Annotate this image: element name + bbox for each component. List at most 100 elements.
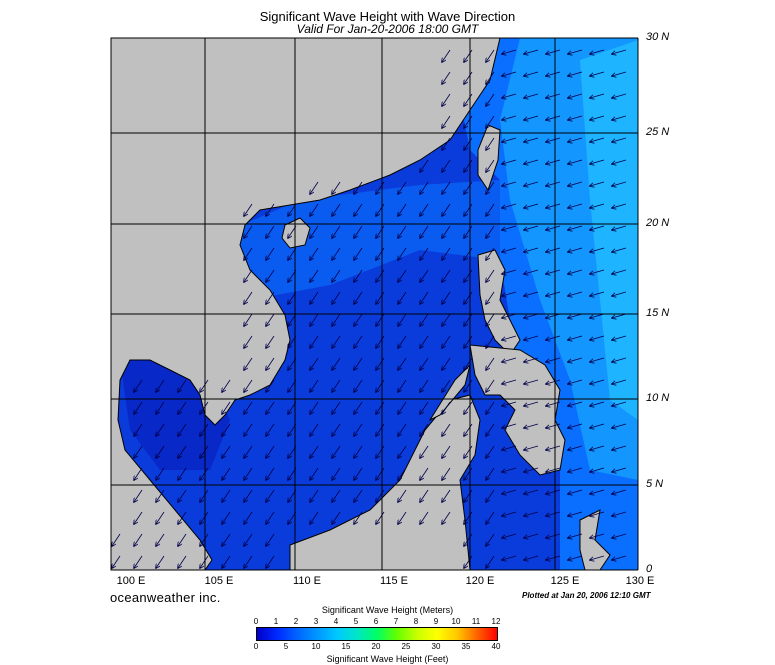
wave-direction-arrow	[546, 511, 561, 516]
wave-direction-arrow	[524, 555, 539, 560]
lat-label-20n: 20 N	[646, 217, 670, 229]
wave-direction-arrow	[266, 467, 275, 480]
lat-label-30n: 30 N	[646, 31, 670, 43]
wave-direction-arrow	[612, 335, 627, 340]
wave-direction-arrow	[398, 423, 407, 436]
wave-direction-arrow	[464, 335, 473, 348]
wave-direction-arrow	[568, 247, 583, 252]
wave-direction-arrow	[376, 357, 385, 370]
wave-direction-arrow	[420, 335, 429, 348]
wave-direction-arrow	[398, 357, 407, 370]
wave-direction-arrow	[134, 445, 143, 458]
wave-direction-arrow	[524, 313, 539, 318]
wave-direction-arrow	[546, 533, 561, 538]
land-borneo	[289, 394, 481, 571]
lat-label-10n: 10 N	[646, 392, 670, 404]
wave-direction-arrow	[442, 115, 451, 128]
wave-direction-arrow	[376, 379, 385, 392]
colorbar-meter-tick: 12	[491, 617, 501, 626]
wave-direction-arrow	[354, 247, 363, 260]
wave-direction-arrow	[376, 511, 385, 524]
wave-direction-arrow	[590, 159, 605, 164]
wave-direction-arrow	[546, 489, 561, 494]
wave-direction-arrow	[568, 115, 583, 120]
wave-direction-arrow	[398, 203, 407, 216]
wave-direction-arrow	[486, 423, 495, 436]
wave-direction-arrow	[398, 335, 407, 348]
lat-label-15n: 15 N	[646, 307, 670, 319]
colorbar-meter-tick: 0	[253, 617, 259, 626]
wave-direction-arrow	[568, 93, 583, 98]
wave-direction-arrow	[502, 467, 517, 472]
wave-direction-arrow	[420, 401, 429, 414]
colorbar-meter-tick: 3	[313, 617, 319, 626]
wave-direction-arrow	[244, 357, 253, 370]
wave-direction-arrow	[178, 445, 187, 458]
wave-direction-arrow	[222, 423, 231, 436]
wave-direction-arrow	[590, 247, 605, 252]
wave-direction-arrow	[464, 203, 473, 216]
wave-direction-arrow	[244, 533, 253, 546]
wave-direction-arrow	[244, 269, 253, 282]
wave-direction-arrow	[546, 379, 561, 384]
wave-direction-arrow	[502, 313, 517, 318]
wave-direction-arrow	[376, 489, 385, 502]
wave-direction-arrow	[486, 71, 495, 84]
wave-direction-arrow	[486, 247, 495, 260]
wave-direction-arrow	[420, 225, 429, 238]
wave-direction-arrow	[502, 137, 517, 142]
wave-direction-arrow	[420, 313, 429, 326]
wave-direction-arrow	[524, 269, 539, 274]
wave-direction-arrow	[502, 181, 517, 186]
wave-direction-arrow	[568, 445, 583, 450]
wave-direction-arrow	[156, 489, 165, 502]
wave-direction-arrow	[178, 467, 187, 480]
wave-direction-arrow	[332, 445, 341, 458]
wave-direction-arrow	[420, 247, 429, 260]
wave-direction-arrow	[200, 533, 209, 546]
wave-direction-arrow	[524, 357, 539, 362]
wave-direction-arrow	[222, 401, 231, 414]
wave-direction-arrow	[442, 379, 451, 392]
wave-direction-arrow	[568, 49, 583, 54]
wave-direction-arrow	[612, 533, 627, 538]
wave-direction-arrow	[332, 291, 341, 304]
wave-direction-arrow	[464, 533, 473, 546]
wave-direction-arrow	[464, 313, 473, 326]
wave-direction-arrow	[310, 467, 319, 480]
wave-direction-arrow	[134, 379, 143, 392]
wave-direction-arrow	[502, 115, 517, 120]
wave-direction-arrow	[502, 71, 517, 76]
wave-direction-arrow	[464, 423, 473, 436]
wave-direction-arrow	[524, 423, 539, 428]
wave-direction-arrow	[354, 225, 363, 238]
wave-direction-arrow	[244, 467, 253, 480]
wave-direction-arrow	[442, 313, 451, 326]
wave-direction-arrow	[332, 357, 341, 370]
wave-direction-arrow	[244, 225, 253, 238]
wave-direction-arrow	[502, 335, 517, 340]
wave-direction-arrow	[590, 181, 605, 186]
colorbar-feet-tick: 20	[371, 642, 381, 651]
wave-direction-arrow	[376, 467, 385, 480]
wave-direction-arrow	[524, 533, 539, 538]
wave-direction-arrow	[376, 269, 385, 282]
wave-direction-arrow	[568, 423, 583, 428]
wave-direction-arrow	[590, 357, 605, 362]
wave-direction-arrow	[502, 247, 517, 252]
lat-label-0: 0	[646, 563, 653, 575]
wave-direction-arrow	[612, 555, 627, 560]
wave-direction-arrow	[222, 445, 231, 458]
wave-direction-arrow	[464, 511, 473, 524]
wave-direction-arrow	[612, 313, 627, 318]
plotted-timestamp: Plotted at Jan 20, 2006 12:10 GMT	[522, 591, 651, 600]
wave-direction-arrow	[546, 247, 561, 252]
wave-direction-arrows	[112, 49, 627, 568]
wave-direction-arrow	[134, 533, 143, 546]
wave-direction-arrow	[546, 467, 561, 472]
colorbar-meter-tick: 5	[353, 617, 359, 626]
wave-direction-arrow	[310, 357, 319, 370]
wave-direction-arrow	[464, 159, 473, 172]
wave-direction-arrow	[502, 203, 517, 208]
wave-direction-arrow	[310, 181, 319, 194]
